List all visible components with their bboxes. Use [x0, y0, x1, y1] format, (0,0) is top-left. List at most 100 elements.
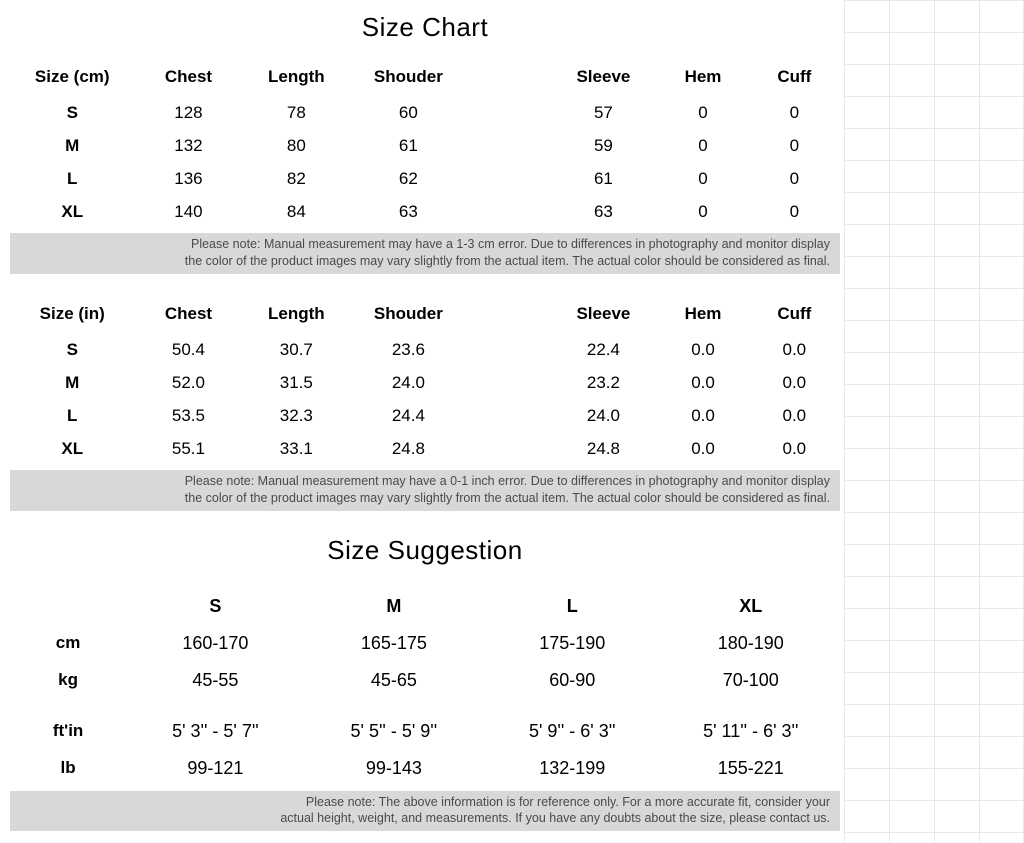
col-header	[466, 61, 549, 97]
table-row: ft'in 5' 3'' - 5' 7'' 5' 5'' - 5' 9'' 5'…	[10, 699, 840, 750]
cell: 52.0	[135, 367, 243, 400]
table-row: S 50.4 30.7 23.6 22.4 0.0 0.0	[10, 334, 840, 367]
col-header: Size (cm)	[10, 61, 135, 97]
note-line: Please note: Manual measurement may have…	[185, 474, 830, 488]
cell: 55.1	[135, 433, 243, 466]
cell: 23.6	[350, 334, 466, 367]
cell: 31.5	[242, 367, 350, 400]
table-header-row: Size (in) Chest Length Shouder Sleeve He…	[10, 298, 840, 334]
cell: 59	[549, 130, 657, 163]
cell: 24.0	[549, 400, 657, 433]
note-line: the color of the product images may vary…	[185, 491, 830, 505]
cell: 0.0	[749, 334, 840, 367]
col-header: Size (in)	[10, 298, 135, 334]
col-header: XL	[662, 588, 841, 625]
cell: 0	[749, 97, 840, 130]
cell: 23.2	[549, 367, 657, 400]
cell: 0	[657, 196, 748, 229]
table-row: XL 140 84 63 63 0 0	[10, 196, 840, 229]
col-header: Hem	[657, 298, 748, 334]
cell: 99-121	[126, 750, 304, 787]
cell: 0	[749, 163, 840, 196]
size-label: L	[10, 163, 135, 196]
unit-label: ft'in	[10, 699, 126, 750]
table-row: lb 99-121 99-143 132-199 155-221	[10, 750, 840, 787]
table-size-cm: Size (cm) Chest Length Shouder Sleeve He…	[10, 61, 840, 229]
table-size-in: Size (in) Chest Length Shouder Sleeve He…	[10, 298, 840, 466]
cell: 61	[350, 130, 466, 163]
col-header: Chest	[135, 61, 243, 97]
col-header-blank	[10, 588, 126, 625]
col-header: Cuff	[749, 298, 840, 334]
cell: 0	[749, 196, 840, 229]
cell: 0	[657, 130, 748, 163]
cell: 0.0	[657, 367, 748, 400]
cell: 5' 3'' - 5' 7''	[126, 699, 304, 750]
cell	[466, 130, 549, 163]
col-header: Sleeve	[549, 61, 657, 97]
unit-label: lb	[10, 750, 126, 787]
title-size-suggestion: Size Suggestion	[10, 535, 840, 566]
cell: 128	[135, 97, 243, 130]
cell: 132-199	[483, 750, 661, 787]
size-label: S	[10, 97, 135, 130]
cell: 155-221	[662, 750, 841, 787]
table-header-row: S M L XL	[10, 588, 840, 625]
cell	[466, 433, 549, 466]
col-header: Cuff	[749, 61, 840, 97]
cell: 175-190	[483, 625, 661, 662]
size-label: XL	[10, 196, 135, 229]
cell: 165-175	[305, 625, 483, 662]
table-row: XL 55.1 33.1 24.8 24.8 0.0 0.0	[10, 433, 840, 466]
cell: 30.7	[242, 334, 350, 367]
cell: 82	[242, 163, 350, 196]
col-header: L	[483, 588, 661, 625]
cell: 24.4	[350, 400, 466, 433]
table-row: L 136 82 62 61 0 0	[10, 163, 840, 196]
decorative-grid	[844, 0, 1024, 843]
cell: 5' 9'' - 6' 3''	[483, 699, 661, 750]
cell: 24.8	[549, 433, 657, 466]
cell: 0.0	[749, 433, 840, 466]
cell: 45-55	[126, 662, 304, 699]
cell: 180-190	[662, 625, 841, 662]
note-in: Please note: Manual measurement may have…	[10, 470, 840, 511]
cell	[466, 97, 549, 130]
cell: 63	[350, 196, 466, 229]
cell: 0	[657, 97, 748, 130]
cell	[466, 400, 549, 433]
cell: 80	[242, 130, 350, 163]
note-line: actual height, weight, and measurements.…	[280, 811, 830, 825]
size-label: S	[10, 334, 135, 367]
cell	[466, 334, 549, 367]
cell: 0.0	[657, 400, 748, 433]
cell: 60	[350, 97, 466, 130]
page-content: Size Chart Size (cm) Chest Length Shoude…	[0, 0, 840, 831]
cell: 60-90	[483, 662, 661, 699]
cell	[466, 163, 549, 196]
table-header-row: Size (cm) Chest Length Shouder Sleeve He…	[10, 61, 840, 97]
unit-label: cm	[10, 625, 126, 662]
col-header: Shouder	[350, 61, 466, 97]
cell: 5' 5'' - 5' 9''	[305, 699, 483, 750]
title-size-chart: Size Chart	[10, 12, 840, 43]
cell: 140	[135, 196, 243, 229]
cell: 45-65	[305, 662, 483, 699]
col-header: Shouder	[350, 298, 466, 334]
table-row: M 132 80 61 59 0 0	[10, 130, 840, 163]
cell: 63	[549, 196, 657, 229]
table-row: kg 45-55 45-65 60-90 70-100	[10, 662, 840, 699]
note-line: Please note: Manual measurement may have…	[191, 237, 830, 251]
table-row: cm 160-170 165-175 175-190 180-190	[10, 625, 840, 662]
cell: 0.0	[749, 400, 840, 433]
cell: 84	[242, 196, 350, 229]
cell: 53.5	[135, 400, 243, 433]
cell: 99-143	[305, 750, 483, 787]
cell: 57	[549, 97, 657, 130]
size-label: M	[10, 367, 135, 400]
cell: 5' 11'' - 6' 3''	[662, 699, 841, 750]
col-header: Length	[242, 298, 350, 334]
col-header: S	[126, 588, 304, 625]
note-line: the color of the product images may vary…	[185, 254, 830, 268]
cell: 78	[242, 97, 350, 130]
